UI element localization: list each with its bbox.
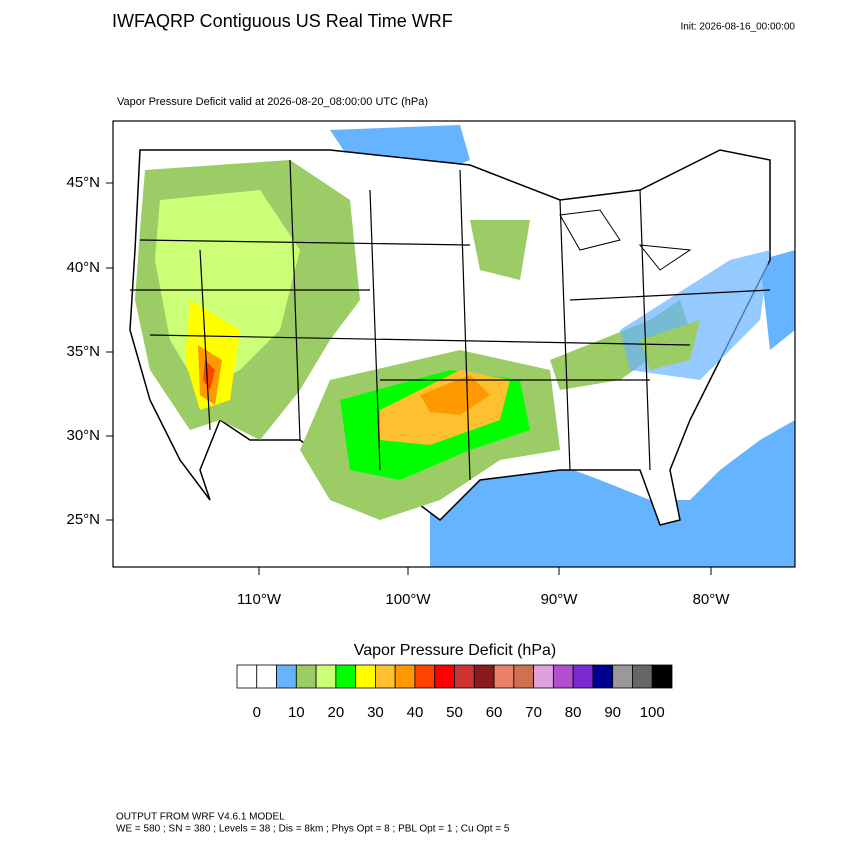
lat-label: 45°N <box>66 174 100 191</box>
colorbar-box <box>375 664 396 689</box>
lat-label: 40°N <box>66 259 100 276</box>
colorbar-label: 100 <box>640 704 665 721</box>
colorbar-label: 20 <box>328 704 345 721</box>
colorbar-box <box>612 664 633 689</box>
map-subtitle: Vapor Pressure Deficit valid at 2026-08-… <box>117 96 428 108</box>
colorbar-box <box>315 664 337 689</box>
colorbar-box <box>236 664 258 689</box>
colorbar-box <box>592 664 614 689</box>
footer-line: WE = 580 ; SN = 380 ; Levels = 38 ; Dis … <box>116 824 510 835</box>
colorbar: 0 10 20 30 40 50 60 70 80 90 100 <box>236 664 673 721</box>
map <box>112 120 796 568</box>
colorbar-box <box>434 664 455 689</box>
colorbar-box <box>552 664 574 689</box>
colorbar-label: 40 <box>407 704 424 721</box>
footer-line: OUTPUT FROM WRF V4.6.1 MODEL <box>116 812 285 823</box>
colorbar-box <box>256 664 277 689</box>
colorbar-box <box>394 664 416 689</box>
colorbar-box <box>533 664 554 689</box>
colorbar-box <box>454 664 475 689</box>
colorbar-label: 10 <box>288 704 305 721</box>
lon-label: 80°W <box>693 591 731 608</box>
colorbar-title: Vapor Pressure Deficit (hPa) <box>354 642 556 659</box>
map-axes: 45°N 40°N 35°N 30°N 25°N 110°W 100°W 90°W 80°W <box>66 174 730 608</box>
lon-label: 110°W <box>237 591 282 608</box>
colorbar-label: 80 <box>565 704 582 721</box>
colorbar-box <box>493 664 515 689</box>
colorbar-label: 60 <box>486 704 503 721</box>
colorbar-box <box>473 664 495 689</box>
colorbar-box <box>513 664 534 689</box>
lat-label: 30°N <box>66 427 100 444</box>
colorbar-box <box>651 664 673 689</box>
lon-label: 90°W <box>541 591 579 608</box>
init-time: Init: 2026-08-16_00:00:00 <box>680 22 795 33</box>
colorbar-box <box>414 664 436 689</box>
colorbar-label: 70 <box>525 704 542 721</box>
lat-label: 35°N <box>66 343 100 360</box>
colorbar-box <box>335 664 357 689</box>
colorbar-label: 0 <box>253 704 261 721</box>
colorbar-box <box>276 664 297 689</box>
colorbar-box <box>572 664 594 689</box>
colorbar-label: 50 <box>446 704 463 721</box>
colorbar-label: 30 <box>367 704 384 721</box>
lon-label: 100°W <box>385 591 431 608</box>
colorbar-label: 90 <box>604 704 621 721</box>
title: IWFAQRP Contiguous US Real Time WRF <box>112 11 453 31</box>
colorbar-box <box>295 664 317 689</box>
colorbar-box <box>632 664 653 689</box>
colorbar-box <box>355 664 376 689</box>
lat-label: 25°N <box>66 511 100 528</box>
